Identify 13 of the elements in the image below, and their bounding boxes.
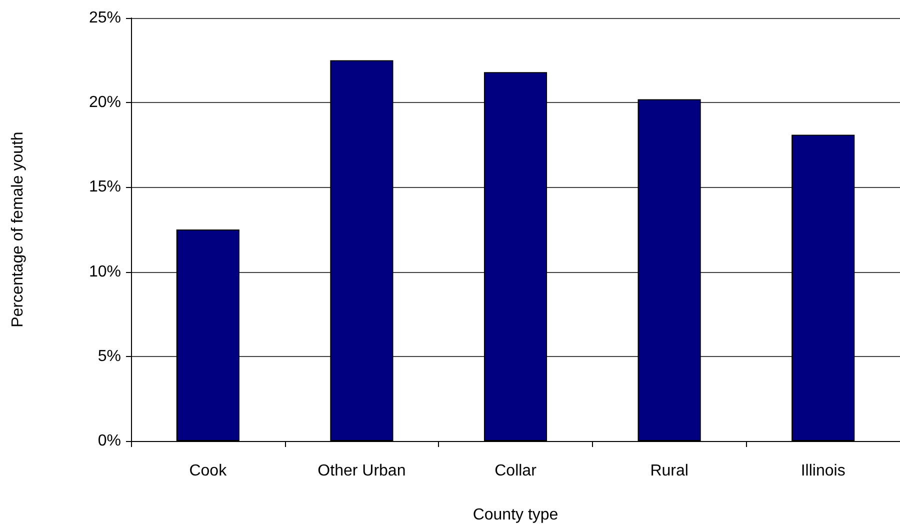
y-tick-label: 20% — [88, 94, 121, 112]
x-tick-label: Rural — [650, 462, 688, 480]
x-tick-label: Illinois — [800, 462, 846, 480]
y-axis-title: Percentage of female youth — [10, 132, 26, 328]
x-tick-label: Other Urban — [318, 462, 406, 480]
x-axis-title: County type — [472, 506, 558, 524]
y-tick-label: 0% — [98, 432, 121, 450]
y-tick-label: 5% — [98, 348, 121, 365]
x-tick-label: Collar — [494, 462, 538, 480]
y-tick-label: 15% — [88, 178, 121, 196]
y-tick-label: 25% — [88, 10, 121, 26]
y-tick-label: 10% — [88, 263, 121, 280]
x-tick-label: Cook — [189, 462, 228, 480]
